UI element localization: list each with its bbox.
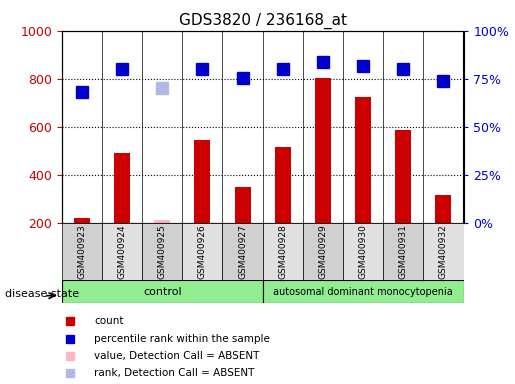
Bar [182, 223, 222, 280]
Bar [234, 187, 251, 223]
Bar [263, 223, 303, 280]
Text: rank, Detection Call = ABSENT: rank, Detection Call = ABSENT [94, 368, 254, 378]
Text: autosomal dominant monocytopenia: autosomal dominant monocytopenia [273, 287, 453, 297]
Bar [355, 97, 371, 223]
Bar [74, 218, 90, 223]
Text: GSM400930: GSM400930 [358, 224, 368, 279]
Bar [423, 223, 464, 280]
Text: GSM400926: GSM400926 [198, 224, 207, 279]
Text: GSM400923: GSM400923 [77, 224, 87, 279]
Bar [62, 280, 263, 303]
Text: GSM400925: GSM400925 [158, 224, 167, 279]
Text: percentile rank within the sample: percentile rank within the sample [94, 334, 270, 344]
Bar [343, 223, 383, 280]
Bar [142, 223, 182, 280]
Bar [62, 223, 102, 280]
Bar [194, 140, 211, 223]
Text: GSM400927: GSM400927 [238, 224, 247, 279]
Bar [315, 78, 331, 223]
Text: disease state: disease state [5, 289, 79, 299]
Bar [263, 280, 464, 303]
Text: control: control [143, 287, 181, 297]
Bar [222, 223, 263, 280]
Text: value, Detection Call = ABSENT: value, Detection Call = ABSENT [94, 351, 260, 361]
Text: GSM400924: GSM400924 [117, 224, 127, 279]
Text: GSM400929: GSM400929 [318, 224, 328, 279]
Bar [303, 223, 343, 280]
Bar [154, 220, 170, 223]
Text: GSM400932: GSM400932 [439, 224, 448, 279]
Bar [435, 195, 452, 223]
Bar [383, 223, 423, 280]
Bar [274, 147, 291, 223]
Title: GDS3820 / 236168_at: GDS3820 / 236168_at [179, 13, 347, 29]
Bar [114, 153, 130, 223]
Text: GSM400928: GSM400928 [278, 224, 287, 279]
Bar [395, 130, 411, 223]
Bar [102, 223, 142, 280]
Text: count: count [94, 316, 124, 326]
Text: GSM400931: GSM400931 [399, 224, 408, 279]
